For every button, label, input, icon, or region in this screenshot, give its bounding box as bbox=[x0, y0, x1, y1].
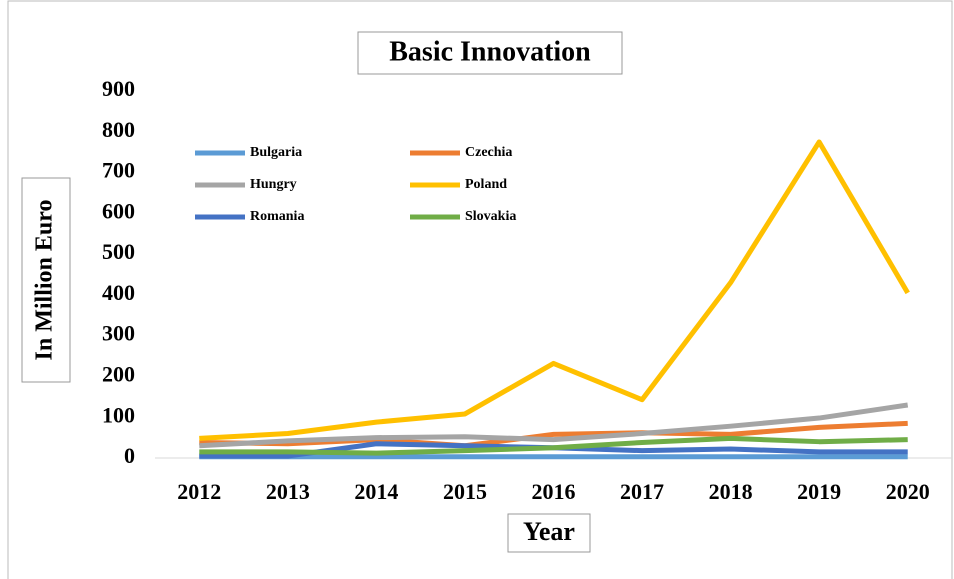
y-tick-label: 0 bbox=[124, 443, 135, 468]
y-tick-label: 100 bbox=[102, 402, 135, 427]
x-tick-label: 2019 bbox=[797, 479, 841, 504]
x-tick-label: 2017 bbox=[620, 479, 664, 504]
x-axis-label: Year bbox=[523, 517, 575, 546]
series-line bbox=[199, 420, 908, 449]
legend-label: Romania bbox=[250, 209, 304, 224]
x-label-box bbox=[507, 513, 591, 553]
x-tick-label: 2014 bbox=[354, 479, 398, 504]
y-tick-label: 200 bbox=[102, 361, 135, 386]
legend-label: Hungry bbox=[250, 177, 297, 192]
legend-label: Czechia bbox=[465, 145, 512, 160]
y-tick-label: 800 bbox=[102, 117, 135, 142]
y-label-box bbox=[21, 177, 71, 383]
y-tick-label: 600 bbox=[102, 198, 135, 223]
chart-frame bbox=[7, 0, 953, 579]
y-axis-label: In Million Euro bbox=[32, 200, 58, 361]
x-tick-label: 2018 bbox=[709, 479, 753, 504]
series-line bbox=[199, 402, 909, 449]
series-line bbox=[199, 139, 910, 441]
x-tick-label: 2016 bbox=[532, 479, 576, 504]
chart-title: Basic Innovation bbox=[389, 36, 591, 67]
y-tick-label: 700 bbox=[102, 158, 135, 183]
x-tick-label: 2020 bbox=[886, 479, 930, 504]
x-tick-label: 2015 bbox=[443, 479, 487, 504]
y-tick-label: 300 bbox=[102, 321, 135, 346]
legend-label: Slovakia bbox=[465, 209, 516, 224]
x-tick-label: 2012 bbox=[177, 479, 221, 504]
x-tick-label: 2013 bbox=[266, 479, 310, 504]
y-tick-label: 500 bbox=[102, 239, 135, 264]
legend-label: Bulgaria bbox=[250, 145, 302, 160]
legend-label: Poland bbox=[465, 177, 507, 192]
y-tick-label: 400 bbox=[102, 280, 135, 305]
series-line bbox=[199, 435, 908, 456]
y-tick-label: 900 bbox=[102, 76, 135, 101]
title-box bbox=[357, 31, 623, 75]
